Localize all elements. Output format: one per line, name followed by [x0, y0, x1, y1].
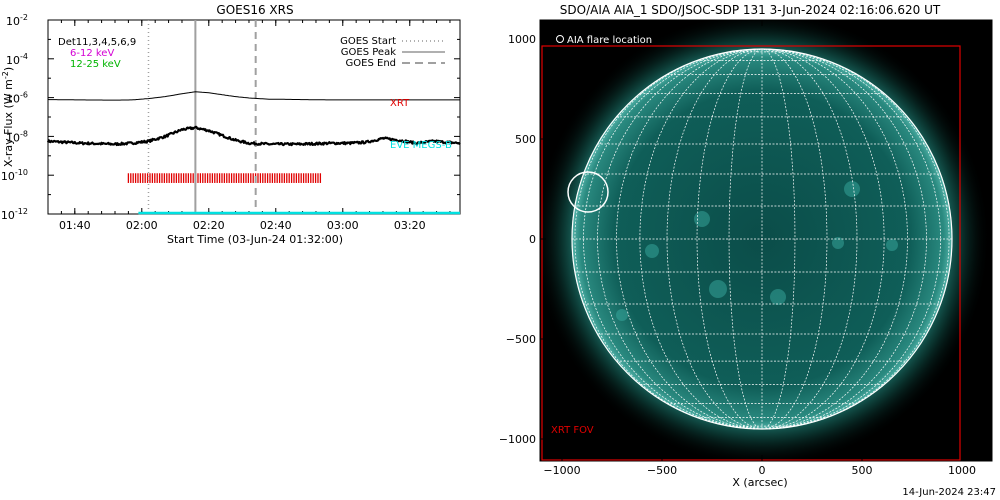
y-tick-label: 500: [515, 133, 536, 146]
x-tick-label: 03:20: [394, 219, 426, 232]
legend-detectors: Det11,3,4,5,6,9: [58, 37, 136, 48]
aia-image-title: SDO/AIA AIA_1 SDO/JSOC-SDP 131 3-Jun-202…: [560, 3, 941, 17]
y-tick-label: 1000: [508, 33, 536, 46]
x-tick-label: 1000: [948, 464, 976, 477]
xrt-fov-box: [541, 45, 961, 461]
aia-x-axis-label: X (arcsec): [732, 476, 787, 489]
longitude-line: [761, 48, 796, 430]
longitude-line: [761, 48, 908, 430]
goes-chart-title: GOES16 XRS: [216, 3, 293, 17]
x-tick-label: −1000: [543, 464, 580, 477]
x-tick-label: 0: [759, 464, 766, 477]
active-region: [770, 289, 786, 305]
longitude-line: [761, 48, 941, 430]
goes-y-axis-label: X-ray Flux (W m-2): [1, 67, 15, 167]
active-region: [844, 181, 860, 197]
y-tick-label: 10-4: [6, 52, 28, 67]
goes-x-axis-label: Start Time (03-Jun-24 01:32:00): [167, 233, 343, 246]
x-tick-label: 02:40: [260, 219, 292, 232]
longitude-line: [696, 48, 763, 430]
y-tick-label: −1000: [500, 433, 536, 446]
goes-xrs-chart: GOES16 XRS X-ray Flux (W m-2) Start Time…: [1, 3, 461, 246]
active-regions: [616, 181, 898, 321]
longitude-line: [761, 48, 950, 430]
goes-long-curve: [47, 91, 460, 101]
y-tick-label: 10-2: [6, 13, 28, 28]
y-tick-label: 0: [529, 233, 536, 246]
longitude-line: [583, 48, 763, 430]
x-tick-label: 01:40: [59, 219, 91, 232]
legend-12-25-kev: 12-25 keV: [70, 59, 121, 70]
y-tick-label: −500: [506, 333, 536, 346]
goes-x-ticks: 01:40 02:00 02:20 02:40 03:00 03:20: [47, 20, 451, 232]
xrt-observation-markers: [127, 173, 322, 183]
aia-flare-location-circle: [567, 171, 609, 213]
xrt-fov-label: XRT FOV: [551, 425, 594, 436]
active-region: [694, 211, 710, 227]
solar-limb: [571, 48, 953, 430]
y-tick-label: 10-6: [6, 91, 28, 106]
legend-goes-start: GOES Start: [340, 36, 396, 47]
longitude-line: [597, 48, 763, 430]
active-region: [645, 244, 659, 258]
goes-y-ticks: 10-2 10-4 10-6 10-8 10-10 10-12: [1, 13, 460, 222]
longitude-line: [639, 48, 763, 430]
goes-short-curve: [46, 125, 461, 147]
flare-location-legend: AIA flare location: [567, 35, 652, 46]
x-tick-label: 02:20: [193, 219, 225, 232]
active-region: [709, 280, 727, 298]
x-tick-label: −500: [647, 464, 677, 477]
aia-plot-frame: [539, 19, 993, 462]
aia-x-ticks: −1000 −500 0 500 1000: [543, 20, 976, 477]
legend-6-12-kev: 6-12 keV: [70, 48, 114, 59]
active-region: [616, 309, 628, 321]
active-region: [886, 239, 898, 251]
y-tick-label: 10-10: [1, 168, 28, 183]
aia-sun-image: SDO/AIA AIA_1 SDO/JSOC-SDP 131 3-Jun-202…: [500, 3, 993, 489]
x-tick-label: 03:00: [327, 219, 359, 232]
longitude-line: [761, 48, 927, 430]
legend-goes-end: GOES End: [346, 58, 396, 69]
longitude-line: [761, 48, 885, 430]
eve-megs-b-label: EVE MEGS-B: [390, 140, 452, 151]
active-region: [832, 237, 844, 249]
y-tick-label: 10-12: [1, 207, 28, 222]
generated-timestamp: 14-Jun-2024 23:47: [902, 487, 996, 498]
x-tick-label: 500: [852, 464, 873, 477]
flare-location-legend-icon: [556, 35, 564, 43]
legend-goes-peak: GOES Peak: [341, 47, 396, 58]
aia-y-ticks: 1000 500 0 −500 −1000: [500, 33, 992, 446]
xrt-label: XRT: [390, 98, 410, 109]
y-tick-label: 10-8: [6, 129, 28, 144]
x-tick-label: 02:00: [126, 219, 158, 232]
